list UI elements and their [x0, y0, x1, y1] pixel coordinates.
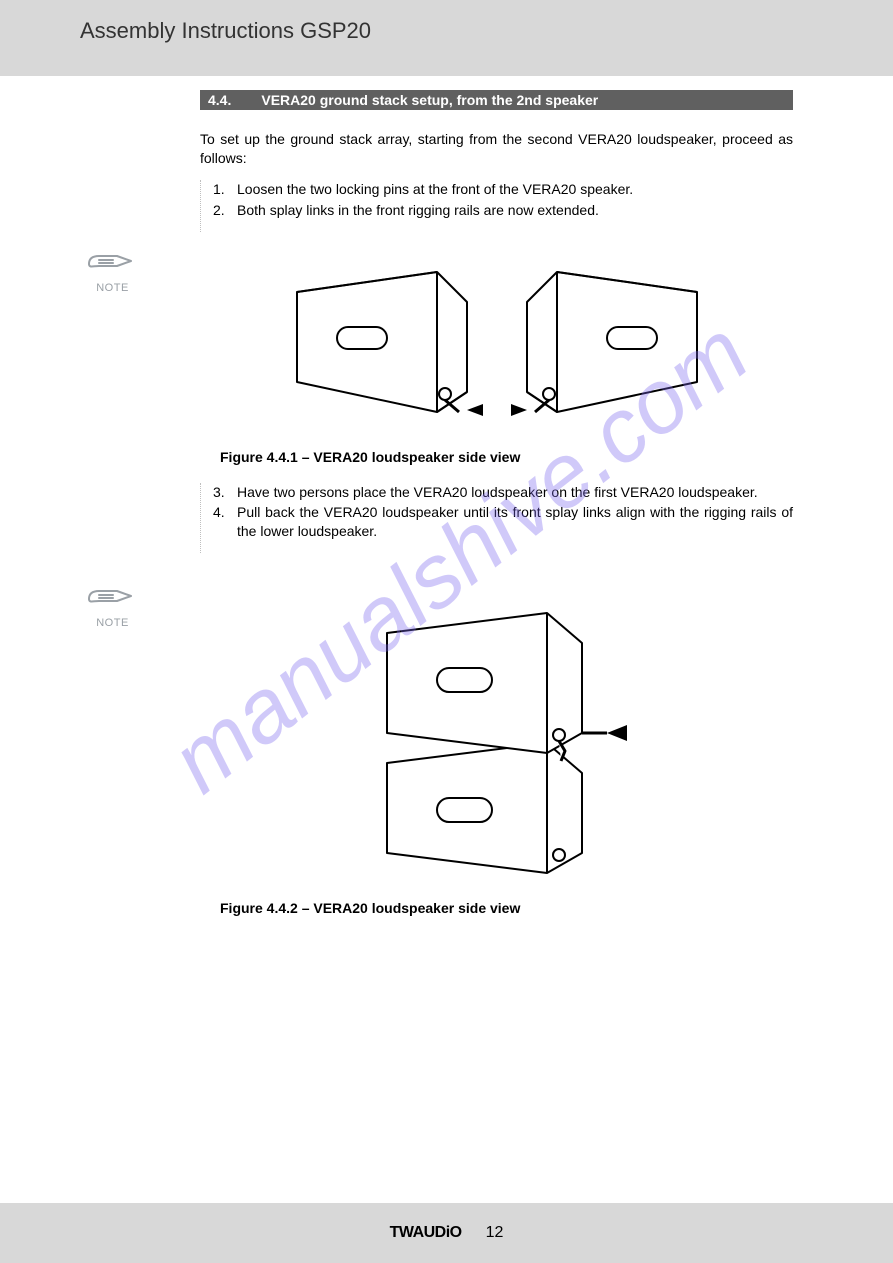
step-text: Pull back the VERA20 loudspeaker until i… [237, 503, 793, 541]
step-text: Have two persons place the VERA20 loudsp… [237, 483, 758, 502]
intro-paragraph: To set up the ground stack array, starti… [200, 130, 793, 168]
main-column: 4.4. VERA20 ground stack setup, from the… [200, 90, 793, 916]
section-number: 4.4. [208, 92, 231, 108]
step-item: 4. Pull back the VERA20 loudspeaker unti… [213, 503, 793, 541]
footer-band: TWAUDiO 12 [0, 1203, 893, 1263]
page-number: 12 [486, 1224, 504, 1242]
figure-2-caption: Figure 4.4.2 – VERA20 loudspeaker side v… [220, 900, 793, 916]
note-callout-2: NOTE [85, 581, 140, 629]
note-label: NOTE [85, 617, 140, 629]
pointing-hand-icon [85, 246, 140, 278]
step-item: 1. Loosen the two locking pins at the fr… [213, 180, 793, 199]
brand-logo: TWAUDiO [390, 1224, 462, 1242]
speaker-stack-diagram [347, 573, 647, 883]
speaker-pair-diagram [267, 252, 727, 432]
step-item: 2. Both splay links in the front rigging… [213, 201, 793, 220]
page-title: Assembly Instructions GSP20 [80, 18, 893, 44]
note-callout-1: NOTE [85, 246, 140, 294]
step-number: 1. [213, 180, 237, 199]
step-number: 2. [213, 201, 237, 220]
step-text: Both splay links in the front rigging ra… [237, 201, 599, 220]
section-heading-bar: 4.4. VERA20 ground stack setup, from the… [200, 90, 793, 110]
page-body: NOTE NOTE 4.4. VERA20 ground stack setup… [0, 76, 893, 934]
steps-block-1: 1. Loosen the two locking pins at the fr… [200, 180, 793, 232]
step-number: 4. [213, 503, 237, 541]
section-title: VERA20 ground stack setup, from the 2nd … [261, 92, 598, 108]
note-label: NOTE [85, 282, 140, 294]
step-text: Loosen the two locking pins at the front… [237, 180, 633, 199]
figure-1 [200, 252, 793, 437]
figure-2 [200, 573, 793, 888]
step-number: 3. [213, 483, 237, 502]
figure-1-caption: Figure 4.4.1 – VERA20 loudspeaker side v… [220, 449, 793, 465]
pointing-hand-icon [85, 581, 140, 613]
steps-block-2: 3. Have two persons place the VERA20 lou… [200, 483, 793, 554]
header-band: Assembly Instructions GSP20 [0, 0, 893, 76]
step-item: 3. Have two persons place the VERA20 lou… [213, 483, 793, 502]
